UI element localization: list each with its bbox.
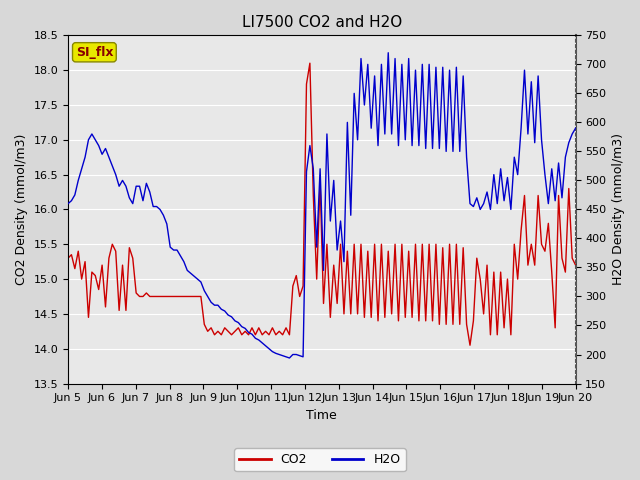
X-axis label: Time: Time (307, 409, 337, 422)
Title: LI7500 CO2 and H2O: LI7500 CO2 and H2O (242, 15, 402, 30)
Y-axis label: CO2 Density (mmol/m3): CO2 Density (mmol/m3) (15, 134, 28, 285)
Legend: CO2, H2O: CO2, H2O (234, 448, 406, 471)
Text: SI_flx: SI_flx (76, 46, 113, 59)
Y-axis label: H2O Density (mmol/m3): H2O Density (mmol/m3) (612, 133, 625, 286)
